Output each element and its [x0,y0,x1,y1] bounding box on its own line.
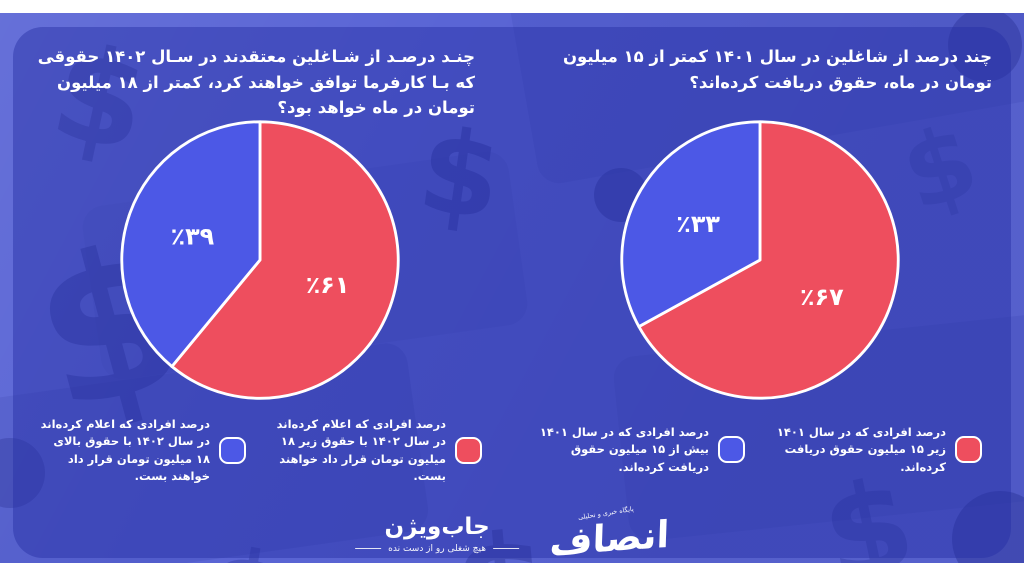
legend-swatch-blue [219,437,246,464]
legend-item-below-18m: درصد افرادی که اعلام کرده‌اند در سال ۱۴۰… [272,416,482,485]
legend-item-above-18m: درصد افرادی که اعلام کرده‌اند در سال ۱۴۰… [36,416,246,485]
jobvision-logo: جاب‌ویژن هیچ شغلی رو از دست نده [355,514,519,554]
legend-swatch-red [455,437,482,464]
pie-percentage-label: ٪۶۷ [800,283,844,311]
legend-label: درصد افرادی که در سال ۱۴۰۱ زیر ۱۵ میلیون… [776,425,946,474]
divider-line [355,548,382,549]
chart-title-1402: چنـد درصـد از شـاغلین معتقدند در سـال ۱۴… [37,47,475,118]
chart-title-1401: چند درصد از شاغلین در سال ۱۴۰۱ کمتر از ۱… [562,47,992,92]
pie-percentage-label: ٪۶۱ [306,271,350,299]
ensaf-wordmark: انصاف [548,512,670,565]
pie-slice [620,120,762,329]
divider-line [492,548,519,549]
legend-item-below-15m: درصد افرادی که در سال ۱۴۰۱ زیر ۱۵ میلیون… [771,424,982,476]
legend-label: درصد افرادی که اعلام کرده‌اند در سال ۱۴۰… [276,417,446,483]
pie-slice [170,120,400,400]
top-white-margin [0,0,1024,13]
footer-logos: پایگاه خبری و تحلیلی انصاف جاب‌ویژن هیچ … [355,505,670,564]
jobvision-tagline-row: هیچ شغلی رو از دست نده [355,544,519,554]
legend-item-above-15m: درصد افرادی که در سال ۱۴۰۱ بیش از ۱۵ میل… [534,424,745,476]
pie-slice [637,120,900,400]
pie-slice [120,120,262,368]
pie-chart-1401: ٪۶۷ ٪۳۳ [620,120,900,400]
legend-1402: درصد افرادی که اعلام کرده‌اند در سال ۱۴۰… [36,416,482,485]
jobvision-tagline: هیچ شغلی رو از دست نده [388,543,486,554]
jobvision-wordmark: جاب‌ویژن [384,513,490,540]
pie-percentage-label: ٪۳۳ [676,210,720,238]
legend-swatch-blue [718,436,745,464]
pie-percentage-label: ٪۳۹ [171,222,215,250]
legend-1401: درصد افرادی که در سال ۱۴۰۱ زیر ۱۵ میلیون… [534,424,982,476]
legend-swatch-red [955,436,982,464]
legend-label: درصد افرادی که در سال ۱۴۰۱ بیش از ۱۵ میل… [539,425,709,474]
bottom-white-margin [0,563,1024,576]
legend-label: درصد افرادی که اعلام کرده‌اند در سال ۱۴۰… [40,417,210,483]
ensaf-logo: پایگاه خبری و تحلیلی انصاف [547,503,670,564]
pie-chart-1402: ٪۶۱ ٪۳۹ [120,120,400,400]
